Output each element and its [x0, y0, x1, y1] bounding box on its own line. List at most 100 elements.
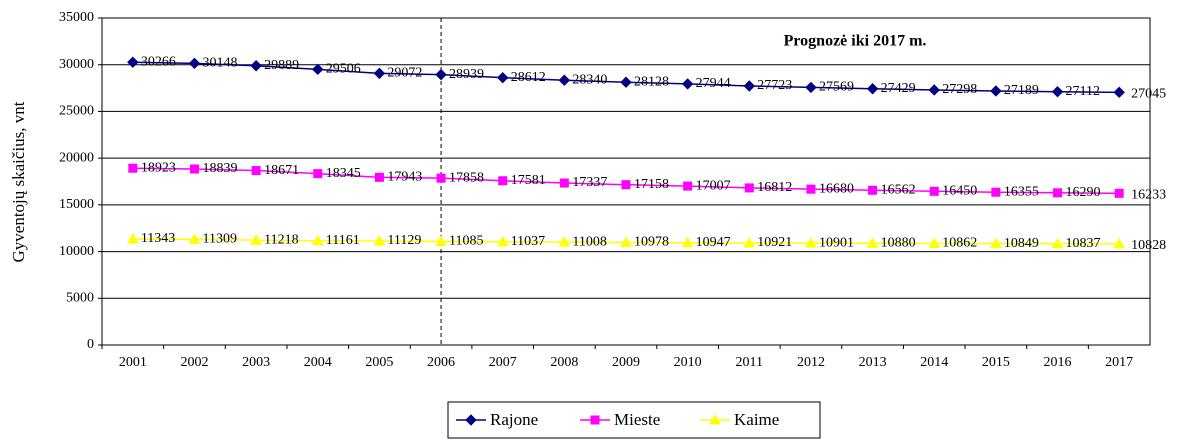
x-tick-label: 2001 — [119, 355, 147, 370]
marker — [929, 186, 939, 196]
data-label: 11008 — [572, 234, 606, 249]
plot-border — [101, 17, 1151, 346]
marker — [991, 187, 1001, 197]
marker — [743, 80, 756, 92]
marker — [621, 180, 631, 190]
legend-label: Kaime — [734, 410, 779, 429]
x-tick-label: 2002 — [180, 355, 208, 370]
data-label: 11218 — [264, 232, 298, 247]
marker — [558, 74, 571, 86]
marker — [251, 166, 261, 176]
marker — [868, 185, 878, 195]
x-tick-label: 2005 — [365, 355, 393, 370]
legend-box — [447, 401, 821, 439]
marker — [435, 235, 447, 246]
data-label: 30148 — [202, 56, 237, 71]
marker — [189, 164, 199, 174]
data-label: 17158 — [634, 177, 669, 192]
marker — [496, 235, 509, 247]
marker — [1113, 86, 1125, 99]
legend-label: Mieste — [614, 410, 660, 429]
marker — [373, 67, 386, 80]
y-tick-label: 20000 — [59, 150, 94, 165]
marker — [744, 183, 754, 193]
x-tick-label: 2003 — [242, 355, 270, 370]
x-tick-label: 2017 — [1105, 355, 1133, 370]
data-label: 10978 — [634, 235, 669, 250]
marker — [1114, 188, 1124, 198]
data-label: 29889 — [264, 58, 299, 73]
marker — [128, 163, 138, 173]
marker — [806, 184, 816, 194]
marker — [1051, 237, 1064, 249]
data-label: 17858 — [449, 170, 484, 185]
marker — [866, 237, 879, 248]
marker — [436, 173, 446, 183]
data-label: 11129 — [387, 233, 421, 248]
data-label: 16562 — [881, 182, 916, 197]
marker — [866, 83, 879, 95]
y-tick-label: 35000 — [59, 10, 94, 25]
marker — [1051, 85, 1064, 98]
x-tick-label: 2010 — [674, 355, 702, 370]
x-tick-label: 2006 — [427, 355, 455, 370]
data-label: 29072 — [387, 66, 422, 81]
y-axis-label: Gyventojų skaičius, vnt — [9, 101, 28, 262]
marker — [990, 237, 1002, 249]
data-label: 27429 — [881, 81, 916, 96]
data-label: 27569 — [819, 80, 854, 95]
data-label: 10947 — [696, 235, 731, 250]
marker — [496, 71, 509, 84]
marker — [805, 81, 817, 94]
data-label: 10862 — [942, 236, 977, 251]
marker — [928, 84, 940, 96]
marker — [250, 60, 262, 72]
data-label: 10849 — [1004, 236, 1039, 251]
marker — [250, 234, 262, 245]
marker — [681, 236, 694, 248]
marker — [805, 237, 817, 248]
x-tick-label: 2004 — [304, 355, 332, 370]
data-label: 11309 — [202, 232, 236, 247]
marker — [558, 236, 571, 247]
marker — [709, 413, 721, 425]
marker — [313, 169, 323, 179]
data-label: 27112 — [1066, 84, 1100, 99]
marker — [374, 172, 384, 182]
data-label: 17007 — [696, 178, 731, 193]
marker — [1053, 188, 1063, 198]
data-label: 10828 — [1131, 238, 1166, 253]
data-label: 16450 — [942, 184, 977, 199]
marker — [1113, 237, 1126, 249]
data-label: 18671 — [264, 163, 299, 178]
data-label: 28340 — [572, 72, 607, 87]
data-label: 11085 — [449, 234, 483, 249]
data-label: 17943 — [387, 170, 422, 185]
marker — [127, 56, 139, 68]
marker — [743, 236, 756, 248]
y-tick-label: 30000 — [59, 57, 94, 72]
data-label: 27045 — [1131, 87, 1166, 102]
data-label: 11161 — [326, 233, 360, 248]
x-tick-label: 2013 — [859, 355, 887, 370]
data-label: 16355 — [1004, 184, 1039, 199]
data-label: 27723 — [757, 78, 792, 93]
data-label: 28612 — [511, 70, 546, 85]
x-tick-label: 2016 — [1044, 355, 1072, 370]
marker — [928, 237, 941, 249]
data-label: 17337 — [572, 175, 607, 190]
data-label: 28939 — [449, 67, 484, 82]
x-tick-label: 2015 — [982, 355, 1010, 370]
marker — [126, 232, 139, 244]
y-tick-label: 25000 — [59, 104, 94, 119]
marker — [681, 78, 694, 90]
marker — [620, 76, 632, 88]
data-label: 18345 — [326, 166, 361, 181]
marker — [311, 234, 324, 246]
x-tick-label: 2009 — [612, 355, 640, 370]
x-tick-label: 2012 — [797, 355, 825, 370]
x-tick-label: 2014 — [920, 355, 948, 370]
data-label: 10837 — [1066, 236, 1101, 251]
data-label: 18923 — [141, 160, 176, 175]
